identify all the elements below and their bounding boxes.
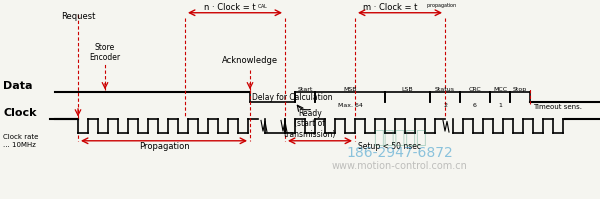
Text: LSB: LSB bbox=[401, 87, 413, 92]
Text: Ready
(start of
transmission): Ready (start of transmission) bbox=[284, 109, 336, 139]
Text: $\mathregular{_{CAL}}$: $\mathregular{_{CAL}}$ bbox=[257, 2, 269, 11]
Text: n · Clock = t: n · Clock = t bbox=[204, 3, 256, 12]
Text: Start: Start bbox=[298, 87, 313, 92]
Text: Stop: Stop bbox=[513, 87, 527, 92]
Text: Propagation: Propagation bbox=[139, 142, 190, 151]
Text: 西安德伍拓: 西安德伍拓 bbox=[373, 129, 427, 147]
Text: $\mathregular{_{propagation}}$: $\mathregular{_{propagation}}$ bbox=[426, 1, 458, 11]
Text: www.motion-control.com.cn: www.motion-control.com.cn bbox=[332, 161, 468, 171]
Text: Acknowledge: Acknowledge bbox=[222, 56, 278, 65]
Text: CRC: CRC bbox=[469, 87, 481, 92]
Text: Request: Request bbox=[61, 12, 95, 21]
Text: Store
Encoder: Store Encoder bbox=[89, 43, 121, 62]
Text: Max. 64: Max. 64 bbox=[338, 103, 362, 108]
Text: Clock: Clock bbox=[3, 108, 37, 118]
Text: m · Clock = t: m · Clock = t bbox=[363, 3, 417, 12]
Text: Data: Data bbox=[3, 81, 32, 91]
Text: 2: 2 bbox=[443, 103, 447, 108]
Text: MCC: MCC bbox=[493, 87, 507, 92]
Text: MSB: MSB bbox=[343, 87, 357, 92]
Text: 186-2947-6872: 186-2947-6872 bbox=[347, 146, 454, 160]
Text: Delay for Calculation: Delay for Calculation bbox=[252, 93, 332, 102]
Text: 6: 6 bbox=[473, 103, 477, 108]
Text: Status: Status bbox=[435, 87, 455, 92]
Text: Clock rate
... 10MHz: Clock rate ... 10MHz bbox=[3, 134, 38, 147]
Text: Setup < 50 nsec: Setup < 50 nsec bbox=[358, 142, 421, 151]
Text: Timeout sens.: Timeout sens. bbox=[533, 104, 582, 110]
Text: 1: 1 bbox=[498, 103, 502, 108]
